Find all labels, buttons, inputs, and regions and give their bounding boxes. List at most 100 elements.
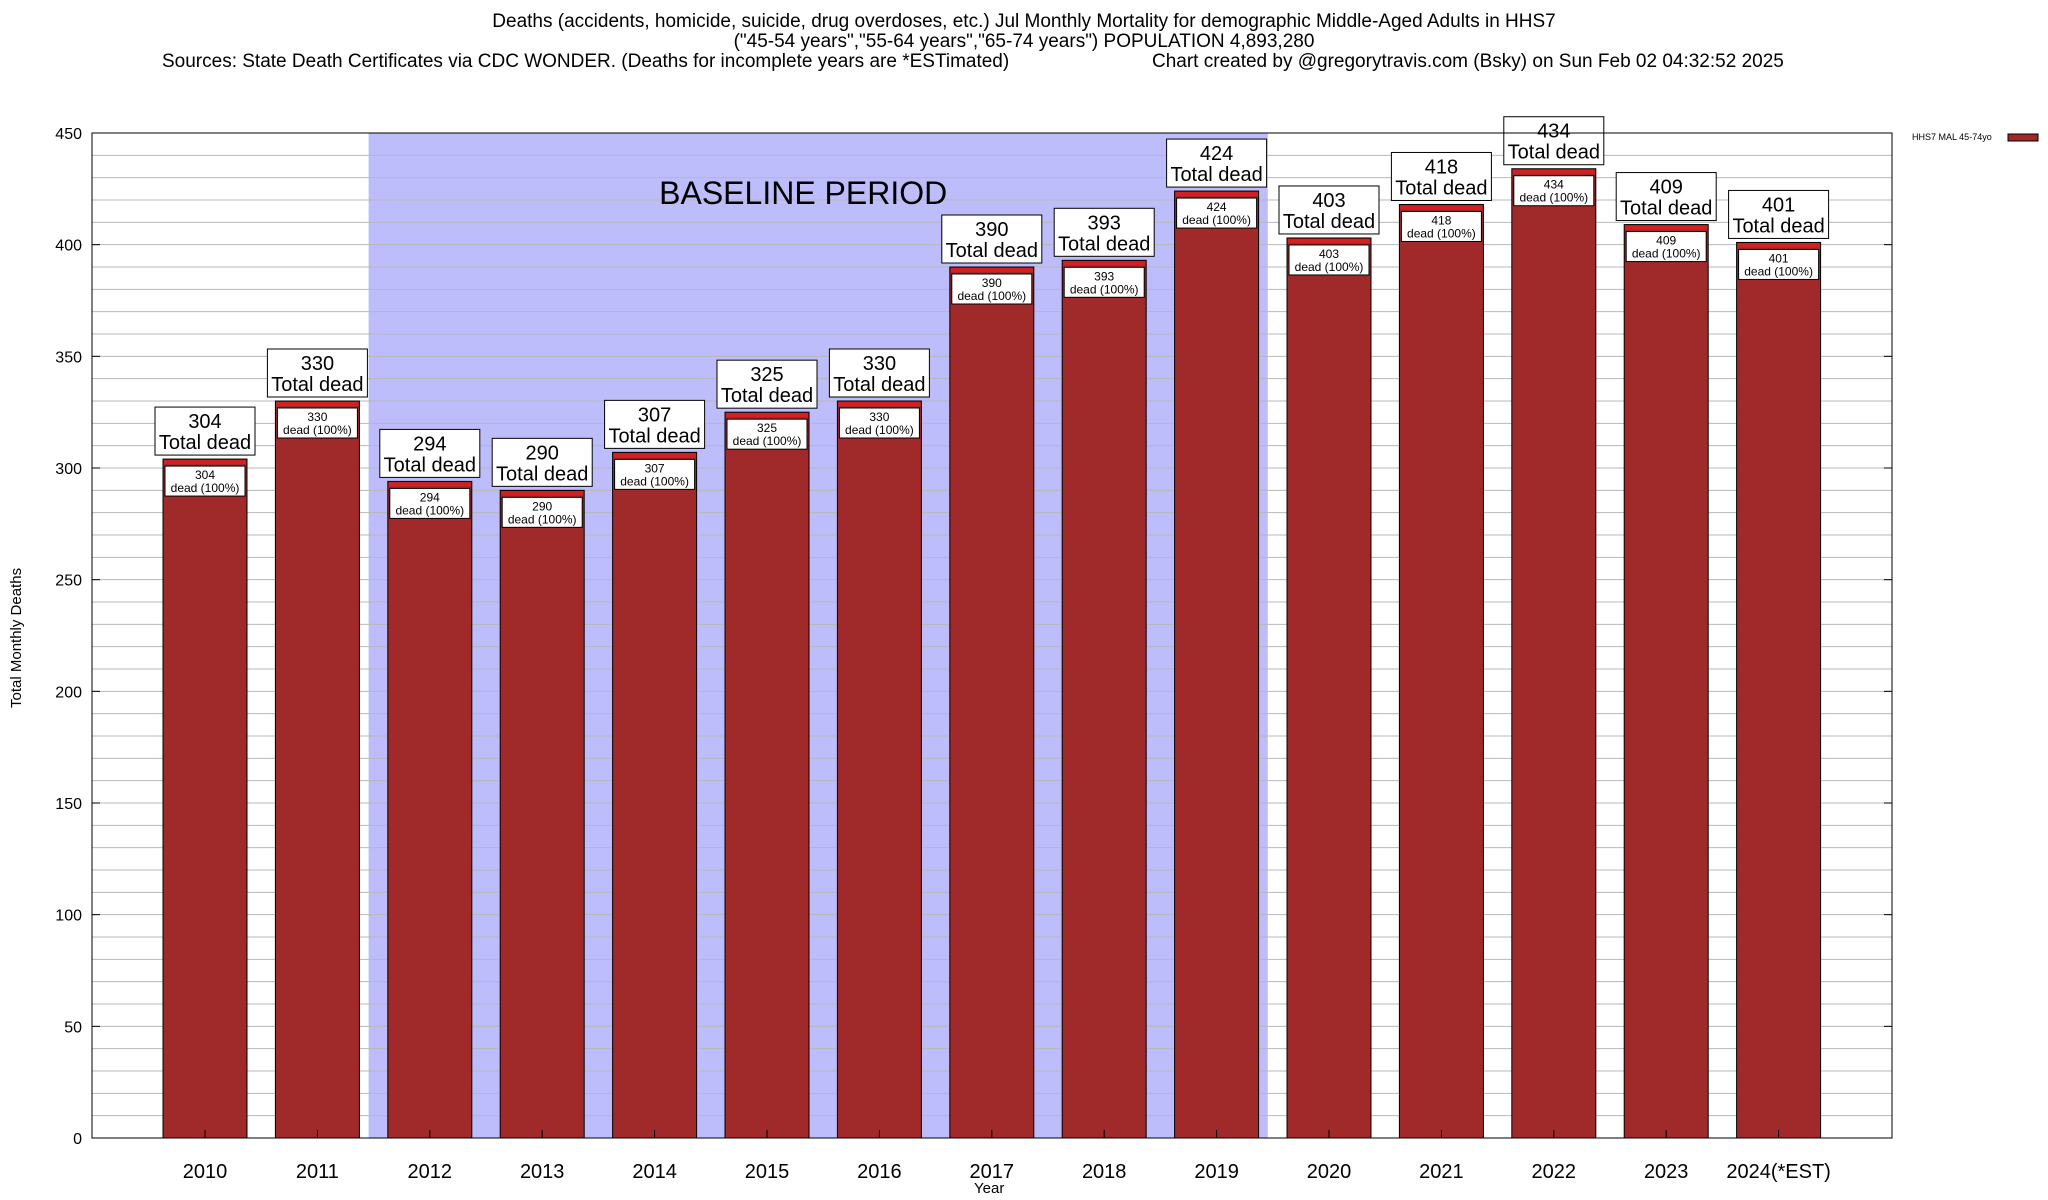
y-tick-label: 400 xyxy=(55,238,82,255)
bar xyxy=(836,400,922,1139)
plot-border xyxy=(91,132,1893,1139)
bar-inner-label-box xyxy=(276,407,358,439)
bar-inner-label-box xyxy=(1400,210,1482,242)
bar-inner-label-box xyxy=(389,487,471,519)
bar-top-cap xyxy=(1288,238,1370,243)
bar-inner-value: 434 xyxy=(1544,178,1564,192)
bar-top-cap xyxy=(276,402,359,406)
bar-inner-value: 290 xyxy=(532,499,552,513)
bar xyxy=(724,411,810,1139)
bar-total-label-box xyxy=(1390,151,1492,201)
bar-top-cap xyxy=(950,268,1033,272)
bar xyxy=(1623,224,1709,1139)
bar-inner-label-box xyxy=(1176,197,1258,229)
x-tick-label: 2022 xyxy=(1532,1161,1577,1183)
bar-top-cap xyxy=(726,413,808,418)
bar-inner-suffix: dead (100%) xyxy=(957,289,1026,303)
bar-total-suffix: Total dead xyxy=(833,374,925,396)
y-tick-label: 200 xyxy=(55,684,82,701)
bar-total-label-box xyxy=(154,406,256,456)
x-tick-label: 2010 xyxy=(183,1161,228,1183)
bar xyxy=(1398,203,1484,1139)
bar xyxy=(499,489,585,1139)
bar-total-label-box xyxy=(1503,116,1605,166)
credit-note: Chart created by @gregorytravis.com (Bsk… xyxy=(1152,51,1784,72)
x-tick-label: 2015 xyxy=(745,1161,790,1183)
bar-inner-label-box xyxy=(1063,266,1145,298)
bar xyxy=(949,266,1035,1139)
x-tick-label: 2019 xyxy=(1194,1161,1239,1183)
bar xyxy=(387,480,473,1139)
bar-inner-value: 403 xyxy=(1319,247,1339,261)
x-tick-label: 2011 xyxy=(296,1161,339,1183)
sources-note: Sources: State Death Certificates via CD… xyxy=(162,51,1010,72)
bar xyxy=(612,451,698,1139)
bar-inner-label-box xyxy=(726,418,808,450)
bar-inner-suffix: dead (100%) xyxy=(620,474,689,488)
bar-inner-label-box xyxy=(1738,248,1820,280)
x-tick-label: 2021 xyxy=(1419,1161,1464,1183)
x-tick-label: 2024(*EST) xyxy=(1726,1161,1831,1183)
y-tick-label: 50 xyxy=(64,1019,82,1036)
x-axis-label: Year xyxy=(974,1180,1005,1197)
bar-total-suffix: Total dead xyxy=(159,432,251,454)
bar-total-value: 393 xyxy=(1088,212,1121,234)
bar-total-value: 290 xyxy=(526,442,559,464)
bar-inner-suffix: dead (100%) xyxy=(283,423,352,437)
chart-title: Deaths (accidents, homicide, suicide, dr… xyxy=(0,12,2048,72)
bar-inner-label-box xyxy=(951,273,1033,305)
x-tick-label: 2014 xyxy=(632,1161,677,1183)
bar-inner-suffix: dead (100%) xyxy=(508,512,577,526)
bar-total-label-box xyxy=(716,359,818,409)
y-tick-label: 100 xyxy=(55,908,82,925)
bar-inner-label-box xyxy=(1625,231,1707,263)
bar-inner-suffix: dead (100%) xyxy=(1632,247,1701,261)
bar-top-cap xyxy=(1512,169,1595,174)
bar-inner-label-box xyxy=(614,458,696,490)
y-tick-label: 150 xyxy=(55,796,82,813)
bar-inner-suffix: dead (100%) xyxy=(1070,282,1139,296)
bar-inner-suffix: dead (100%) xyxy=(733,434,802,448)
bar-inner-label-box xyxy=(838,407,920,439)
bar xyxy=(1061,259,1147,1139)
bar-total-value: 330 xyxy=(301,353,334,375)
bar-total-suffix: Total dead xyxy=(721,385,813,407)
bar xyxy=(1511,168,1597,1139)
bar-inner-label-box xyxy=(164,465,246,497)
bar-inner-value: 325 xyxy=(757,421,777,435)
bar-inner-suffix: dead (100%) xyxy=(1744,264,1813,278)
bar-total-suffix: Total dead xyxy=(608,425,700,447)
legend-label: HHS7 MAL 45-74yo xyxy=(1912,132,1992,142)
bar-total-suffix: Total dead xyxy=(1170,164,1262,186)
legend-swatch xyxy=(2007,133,2039,142)
bar-total-value: 403 xyxy=(1312,190,1345,212)
title-line-2: ("45-54 years","55-64 years","65-74 year… xyxy=(733,31,1315,52)
y-tick-label: 250 xyxy=(55,573,82,590)
bar-inner-suffix: dead (100%) xyxy=(1407,226,1476,240)
bar-total-value: 418 xyxy=(1425,156,1458,178)
x-tick-label: 2013 xyxy=(520,1161,565,1183)
bar-total-label-box xyxy=(828,348,930,398)
bar-inner-value: 330 xyxy=(869,410,889,424)
bar-inner-value: 393 xyxy=(1094,269,1114,283)
bar-total-label-box xyxy=(1615,172,1717,222)
bar-total-label-box xyxy=(379,428,481,478)
x-tick-label: 2023 xyxy=(1644,1161,1689,1183)
x-tick-label: 2017 xyxy=(970,1161,1015,1183)
bar-top-cap xyxy=(613,453,696,458)
bar-top-cap xyxy=(164,460,246,465)
bar-total-label-box xyxy=(1728,189,1830,239)
bar-total-value: 325 xyxy=(750,364,783,386)
bar-inner-value: 424 xyxy=(1207,200,1227,214)
bar-total-suffix: Total dead xyxy=(1732,215,1824,237)
bar-top-cap xyxy=(501,491,584,496)
title-line-3: Sources: State Death Certificates via CD… xyxy=(0,52,2048,72)
bar-total-suffix: Total dead xyxy=(1620,198,1712,220)
bar xyxy=(1174,190,1260,1139)
bar xyxy=(1736,241,1822,1139)
bar-top-cap xyxy=(1175,192,1258,197)
bar-total-label-box xyxy=(604,399,706,449)
bar-inner-value: 304 xyxy=(195,468,215,482)
bar-inner-label-box xyxy=(1288,244,1370,276)
